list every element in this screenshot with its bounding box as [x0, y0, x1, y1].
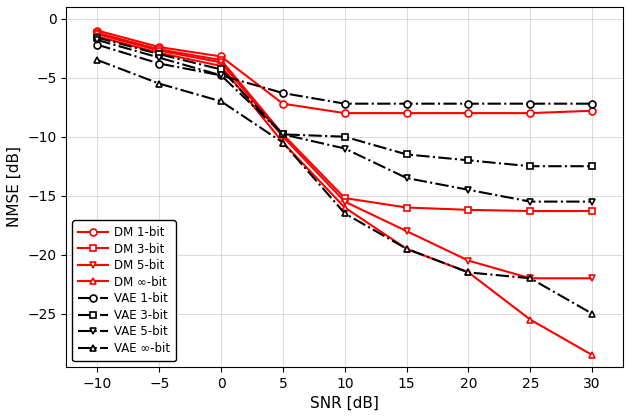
DM 3-bit: [527, 209, 534, 214]
VAE 5-bit: [217, 73, 225, 78]
VAE 5-bit: [465, 187, 472, 192]
VAE 1-bit: [341, 101, 348, 106]
Line: VAE ∞-bit: VAE ∞-bit: [94, 56, 595, 317]
VAE 1-bit: [465, 101, 472, 106]
Line: DM 3-bit: DM 3-bit: [94, 29, 595, 214]
VAE 1-bit: [156, 61, 163, 66]
DM 1-bit: [588, 108, 596, 113]
DM 3-bit: [341, 196, 348, 201]
VAE 3-bit: [527, 164, 534, 169]
VAE ∞-bit: [341, 211, 348, 216]
DM ∞-bit: [341, 205, 348, 210]
VAE 1-bit: [527, 101, 534, 106]
VAE ∞-bit: [94, 58, 101, 63]
Y-axis label: NMSE [dB]: NMSE [dB]: [7, 146, 22, 227]
DM ∞-bit: [527, 317, 534, 322]
DM 3-bit: [403, 205, 410, 210]
DM 3-bit: [94, 31, 101, 36]
DM 3-bit: [279, 132, 287, 137]
VAE ∞-bit: [588, 311, 596, 316]
DM 3-bit: [465, 207, 472, 212]
VAE 3-bit: [403, 152, 410, 157]
DM ∞-bit: [217, 64, 225, 69]
Line: VAE 5-bit: VAE 5-bit: [94, 36, 595, 205]
VAE 3-bit: [217, 67, 225, 72]
Legend: DM 1-bit, DM 3-bit, DM 5-bit, DM ∞-bit, VAE 1-bit, VAE 3-bit, VAE 5-bit, VAE ∞-b: DM 1-bit, DM 3-bit, DM 5-bit, DM ∞-bit, …: [72, 220, 176, 361]
DM 1-bit: [403, 111, 410, 116]
DM 1-bit: [217, 54, 225, 59]
VAE ∞-bit: [156, 81, 163, 86]
VAE ∞-bit: [279, 140, 287, 145]
X-axis label: SNR [dB]: SNR [dB]: [311, 396, 379, 411]
DM 3-bit: [217, 58, 225, 63]
VAE 5-bit: [588, 199, 596, 204]
VAE 1-bit: [94, 42, 101, 47]
DM 5-bit: [527, 276, 534, 281]
VAE 5-bit: [527, 199, 534, 204]
DM 3-bit: [588, 209, 596, 214]
VAE 5-bit: [94, 38, 101, 43]
Line: VAE 3-bit: VAE 3-bit: [94, 34, 595, 170]
Line: VAE 1-bit: VAE 1-bit: [94, 41, 595, 107]
Line: DM 1-bit: DM 1-bit: [94, 27, 595, 117]
DM ∞-bit: [465, 270, 472, 275]
VAE 1-bit: [217, 73, 225, 78]
VAE 5-bit: [279, 132, 287, 137]
VAE 3-bit: [341, 134, 348, 139]
VAE 3-bit: [465, 158, 472, 163]
DM ∞-bit: [156, 51, 163, 56]
VAE ∞-bit: [465, 270, 472, 275]
DM 1-bit: [94, 28, 101, 33]
VAE 1-bit: [279, 91, 287, 96]
DM ∞-bit: [94, 34, 101, 39]
Line: DM ∞-bit: DM ∞-bit: [94, 33, 595, 359]
DM 1-bit: [465, 111, 472, 116]
VAE ∞-bit: [217, 99, 225, 104]
DM 5-bit: [156, 48, 163, 53]
DM 1-bit: [341, 111, 348, 116]
DM 1-bit: [527, 111, 534, 116]
VAE ∞-bit: [403, 246, 410, 251]
VAE 3-bit: [588, 164, 596, 169]
DM ∞-bit: [403, 246, 410, 251]
DM 5-bit: [94, 32, 101, 37]
DM ∞-bit: [588, 352, 596, 357]
DM 1-bit: [279, 101, 287, 106]
VAE ∞-bit: [527, 276, 534, 281]
DM ∞-bit: [279, 140, 287, 145]
VAE 3-bit: [94, 35, 101, 40]
DM 3-bit: [156, 47, 163, 52]
DM 5-bit: [403, 229, 410, 234]
DM 5-bit: [465, 258, 472, 263]
DM 5-bit: [279, 134, 287, 139]
VAE 3-bit: [156, 52, 163, 57]
DM 5-bit: [217, 60, 225, 65]
VAE 1-bit: [588, 101, 596, 106]
VAE 5-bit: [341, 146, 348, 151]
Line: DM 5-bit: DM 5-bit: [94, 31, 595, 282]
DM 1-bit: [156, 45, 163, 50]
VAE 3-bit: [279, 132, 287, 137]
DM 5-bit: [588, 276, 596, 281]
VAE 5-bit: [156, 55, 163, 60]
VAE 5-bit: [403, 176, 410, 181]
DM 5-bit: [341, 199, 348, 204]
VAE 1-bit: [403, 101, 410, 106]
